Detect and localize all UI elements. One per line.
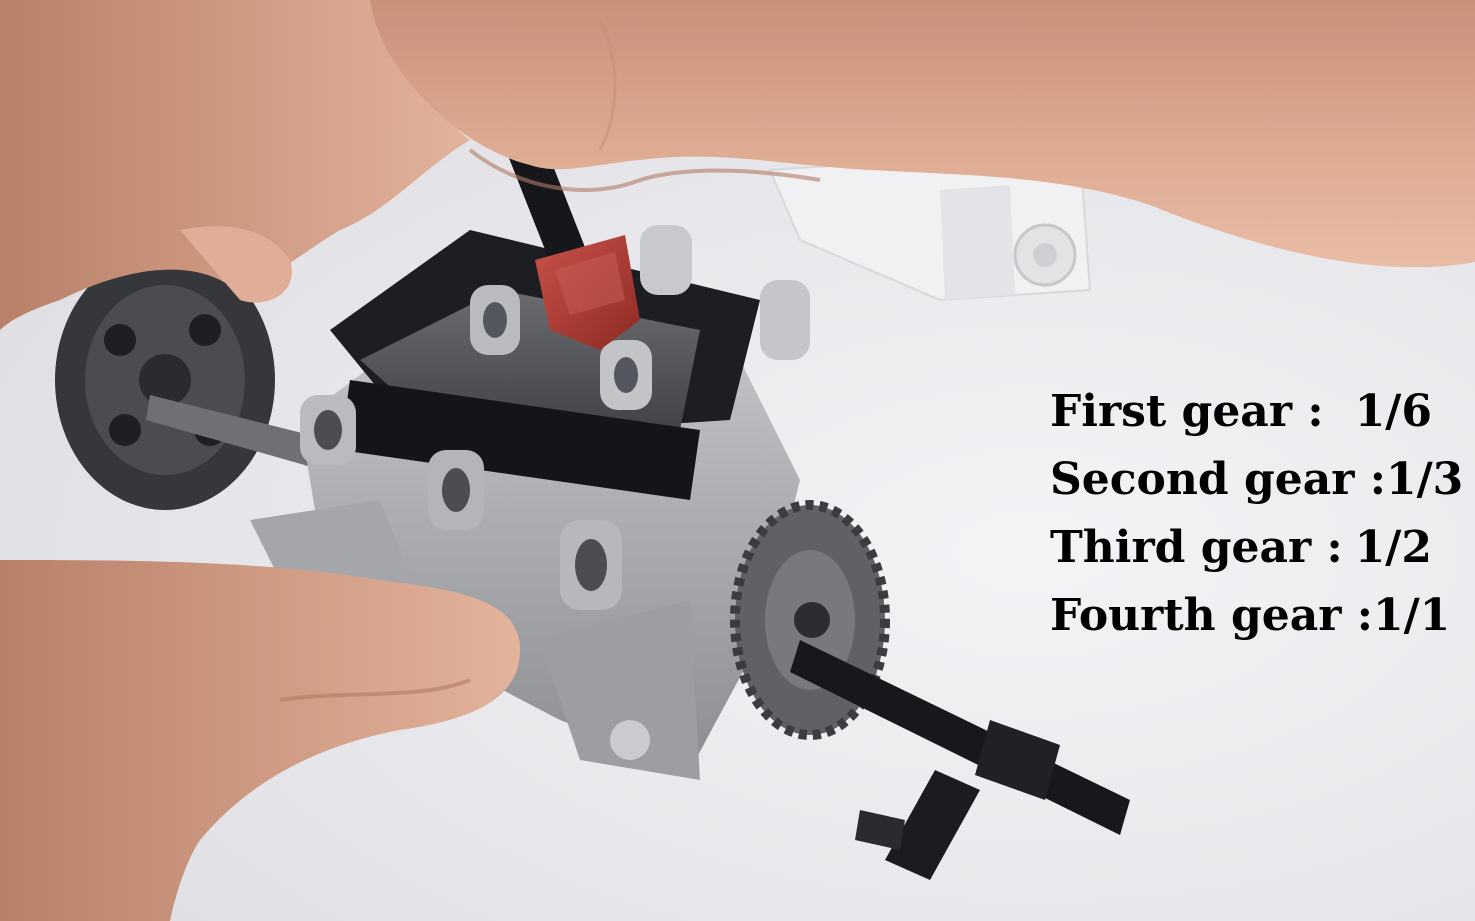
left-hand [0, 0, 520, 921]
ratio-value: 1/1 [1373, 590, 1451, 641]
output-axle [790, 640, 1130, 880]
ratio-label: Second gear : [1050, 454, 1386, 505]
ratio-row-first: First gear : 1/6 [1050, 378, 1450, 446]
ratio-label: Fourth gear : [1050, 590, 1373, 641]
top-hand [370, 0, 1475, 268]
ratio-value: 1/6 [1354, 386, 1432, 437]
ratio-row-second: Second gear : 1/3 [1050, 446, 1463, 514]
ratio-value: 1/3 [1386, 454, 1464, 505]
ratio-row-fourth: Fourth gear : 1/1 [1050, 582, 1450, 650]
white-motor-block [768, 148, 1092, 302]
gear-ratio-overlay: First gear : 1/6 Second gear : 1/3 Third… [1050, 378, 1463, 650]
ratio-label: Third gear : [1050, 522, 1343, 573]
ratio-row-third: Third gear : 1/2 [1050, 514, 1450, 582]
gearbox-body [250, 225, 810, 780]
ratio-value: 1/2 [1354, 522, 1432, 573]
ratio-label: First gear : [1050, 386, 1324, 437]
